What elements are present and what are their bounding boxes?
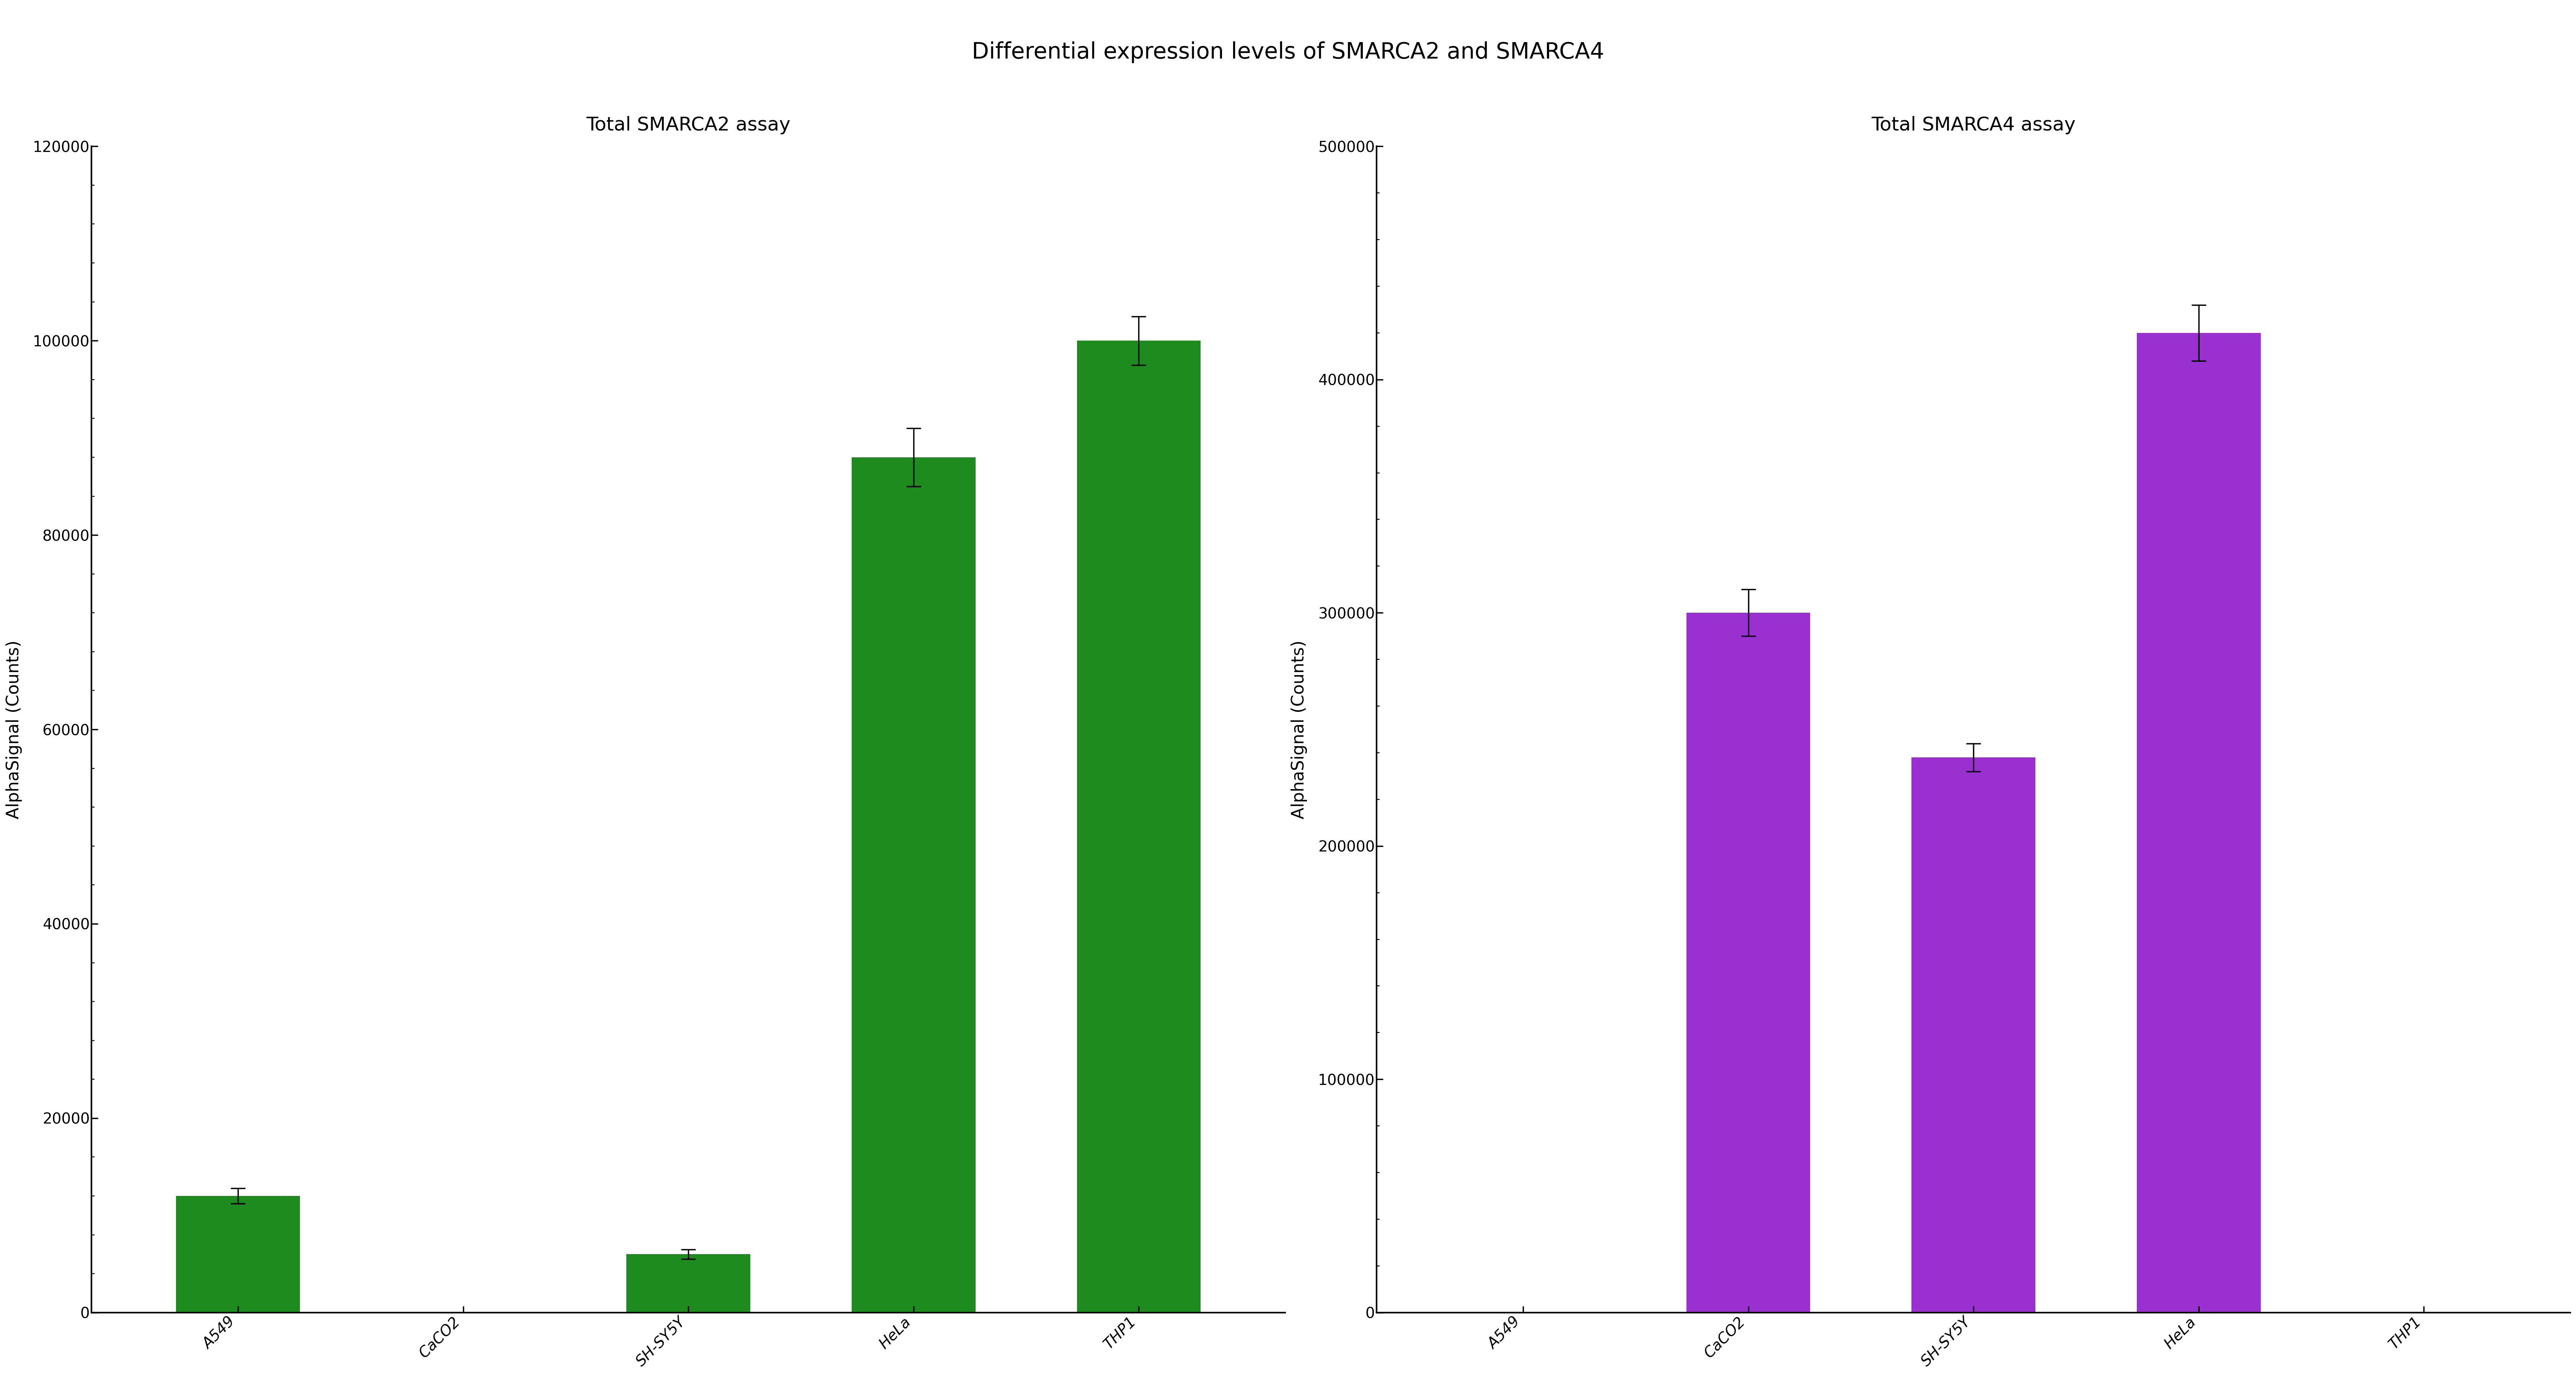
- Y-axis label: AlphaSignal (Counts): AlphaSignal (Counts): [1291, 639, 1309, 818]
- Bar: [1687, 613, 1811, 1313]
- Bar: [175, 1196, 299, 1313]
- Y-axis label: AlphaSignal (Counts): AlphaSignal (Counts): [5, 639, 23, 818]
- Bar: [1911, 758, 2035, 1313]
- Title: Total SMARCA4 assay: Total SMARCA4 assay: [1870, 116, 2076, 135]
- Bar: [853, 458, 976, 1313]
- Bar: [626, 1254, 750, 1313]
- Bar: [1077, 341, 1200, 1313]
- Bar: [2136, 333, 2262, 1313]
- Text: Differential expression levels of SMARCA2 and SMARCA4: Differential expression levels of SMARCA…: [971, 41, 1605, 63]
- Title: Total SMARCA2 assay: Total SMARCA2 assay: [587, 116, 791, 135]
